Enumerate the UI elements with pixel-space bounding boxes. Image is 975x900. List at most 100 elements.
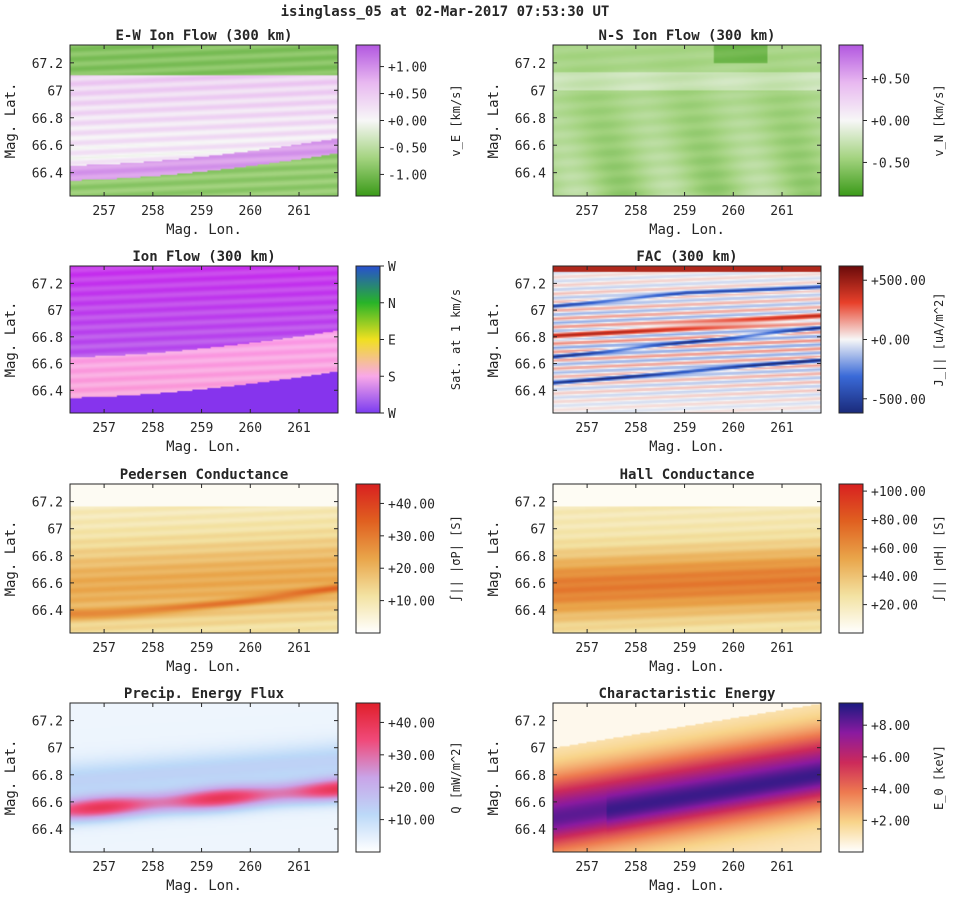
- y-tick-label: 67: [47, 304, 63, 319]
- x-tick-label: 257: [575, 860, 598, 875]
- subplot-6: Hall Conductance 257 258 259 260 261 66.4 66.6 6…: [486, 467, 946, 675]
- y-tick-label: 67: [47, 523, 63, 538]
- x-tick-label: 258: [141, 641, 164, 656]
- x-tick-label: 257: [92, 421, 115, 436]
- y-tick-label: 67.2: [32, 277, 63, 292]
- colorbar-tick-label: +10.00: [388, 595, 435, 610]
- colorbar-tick-label: +10.00: [388, 814, 435, 829]
- colorbar: [355, 702, 381, 853]
- x-tick-label: 261: [770, 641, 793, 656]
- y-tick-label: 66.6: [32, 577, 63, 592]
- heatmap-image: [70, 484, 338, 633]
- colorbar-tick-label: +60.00: [871, 542, 918, 557]
- axes-frame: [69, 702, 339, 853]
- x-tick-label: 260: [239, 860, 262, 875]
- x-tick-label: 258: [141, 860, 164, 875]
- subplot-4: FAC (300 km) 257 258 259 260 261 66.4 66.6 66.8 6…: [486, 249, 946, 455]
- x-tick-label: 261: [287, 860, 310, 875]
- colorbar-tick-label: +0.00: [388, 115, 427, 130]
- colorbar-tick-label: -1.00: [388, 168, 427, 183]
- y-axis-label: Mag. Lat.: [3, 302, 19, 378]
- colorbar-label: v_N [km/s]: [932, 84, 946, 156]
- colorbar-tick-label: -0.50: [871, 156, 910, 171]
- y-tick-label: 66.6: [515, 358, 546, 373]
- colorbar: [355, 44, 381, 197]
- x-tick-label: 261: [287, 641, 310, 656]
- x-tick-label: 259: [673, 204, 696, 219]
- subplot-title: Hall Conductance: [620, 467, 755, 483]
- x-tick-label: 259: [190, 204, 213, 219]
- y-tick-label: 66.8: [515, 769, 546, 784]
- y-tick-label: 66.8: [32, 112, 63, 127]
- x-axis-label: Mag. Lon.: [649, 222, 725, 238]
- colorbar: [838, 702, 864, 853]
- colorbar-tick-label: -0.50: [388, 141, 427, 156]
- x-tick-label: 260: [722, 860, 745, 875]
- heatmap-image: [553, 703, 821, 852]
- y-tick-label: 67.2: [32, 496, 63, 511]
- x-tick-label: 258: [141, 204, 164, 219]
- x-tick-label: 259: [673, 421, 696, 436]
- y-tick-label: 66.4: [515, 823, 546, 838]
- x-axis-label: Mag. Lon.: [649, 659, 725, 675]
- heatmap-image: [70, 703, 338, 852]
- heatmap-image: [70, 45, 338, 196]
- x-axis-label: Mag. Lon.: [649, 439, 725, 455]
- x-tick-label: 257: [575, 421, 598, 436]
- y-tick-label: 66.6: [32, 796, 63, 811]
- colorbar-tick-label: +20.00: [871, 599, 918, 614]
- x-tick-label: 259: [190, 641, 213, 656]
- colorbar-tick-label: +30.00: [388, 530, 435, 545]
- x-tick-label: 259: [190, 421, 213, 436]
- colorbar-label: Q [mW/m^2]: [449, 741, 463, 813]
- y-tick-label: 66.8: [32, 550, 63, 565]
- x-axis-label: Mag. Lon.: [166, 659, 242, 675]
- colorbar-tick-label: +40.00: [871, 570, 918, 585]
- x-tick-label: 259: [673, 860, 696, 875]
- colorbar-tick-label: N: [388, 297, 396, 312]
- y-tick-label: 66.4: [515, 384, 546, 399]
- colorbar-tick-label: +20.00: [388, 562, 435, 577]
- x-tick-label: 260: [239, 204, 262, 219]
- subplot-title: E-W Ion Flow (300 km): [115, 28, 292, 44]
- colorbar-tick-label: +30.00: [388, 749, 435, 764]
- subplot-title: Precip. Energy Flux: [124, 686, 285, 702]
- y-tick-label: 66.6: [32, 358, 63, 373]
- x-tick-label: 261: [770, 204, 793, 219]
- x-tick-label: 261: [770, 421, 793, 436]
- y-tick-label: 67: [530, 742, 546, 757]
- x-axis-label: Mag. Lon.: [166, 439, 242, 455]
- x-tick-label: 260: [239, 421, 262, 436]
- y-axis-label: Mag. Lat.: [3, 83, 19, 159]
- y-tick-label: 67.2: [515, 57, 546, 72]
- subplot-title: FAC (300 km): [636, 249, 737, 265]
- y-tick-label: 66.6: [515, 796, 546, 811]
- y-tick-label: 67: [530, 84, 546, 99]
- axes-frame: [552, 483, 822, 634]
- y-tick-label: 66.8: [515, 112, 546, 127]
- x-tick-label: 260: [722, 421, 745, 436]
- y-tick-label: 67: [530, 304, 546, 319]
- y-tick-label: 67.2: [515, 496, 546, 511]
- colorbar-label: J_|| [uA/m^2]: [932, 293, 946, 387]
- subplot-title: Charactaristic Energy: [598, 686, 776, 702]
- colorbar-tick-label: +0.00: [871, 115, 910, 130]
- colorbar: [838, 265, 864, 414]
- x-axis-label: Mag. Lon.: [166, 878, 242, 894]
- figure-title: isinglass_05 at 02-Mar-2017 07:53:30 UT: [281, 4, 610, 20]
- colorbar-tick-label: +0.00: [871, 334, 910, 349]
- subplot-title: Ion Flow (300 km): [132, 249, 275, 265]
- x-tick-label: 260: [722, 204, 745, 219]
- colorbar-label: Sat. at 1 km/s: [449, 289, 463, 390]
- colorbar-tick-label: +40.00: [388, 497, 435, 512]
- x-tick-label: 258: [624, 204, 647, 219]
- y-tick-label: 66.6: [515, 139, 546, 154]
- y-tick-label: 66.8: [515, 550, 546, 565]
- axes-frame: [552, 265, 822, 414]
- y-tick-label: 67: [47, 742, 63, 757]
- y-tick-label: 66.4: [32, 167, 63, 182]
- x-tick-label: 258: [624, 641, 647, 656]
- x-tick-label: 260: [722, 641, 745, 656]
- subplot-2: N-S Ion Flow (300 km) 257 258 259 260 261 66.4…: [486, 28, 946, 238]
- axes-frame: [69, 44, 339, 197]
